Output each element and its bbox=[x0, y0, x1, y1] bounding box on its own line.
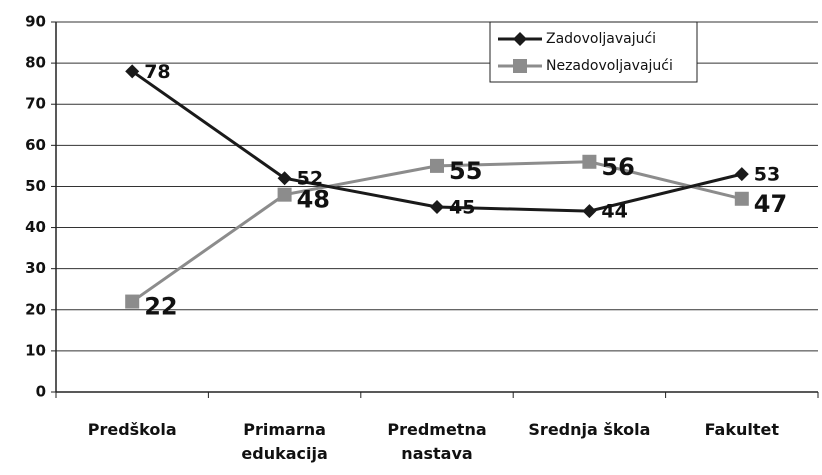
marker bbox=[734, 167, 749, 182]
data-label: 44 bbox=[601, 201, 627, 223]
data-label: 55 bbox=[449, 157, 482, 185]
marker bbox=[125, 64, 140, 79]
y-tick-label: 70 bbox=[25, 95, 46, 113]
series-line bbox=[131, 160, 743, 303]
x-tick-label: Fakultet bbox=[704, 420, 780, 439]
y-tick-label: 90 bbox=[25, 13, 46, 31]
marker bbox=[430, 158, 444, 173]
y-tick-label: 80 bbox=[25, 54, 46, 72]
data-label: 52 bbox=[297, 168, 323, 190]
data-label: 78 bbox=[144, 61, 170, 83]
marker bbox=[125, 294, 140, 309]
y-tick-label: 50 bbox=[25, 177, 46, 195]
x-tick-label: Srednja škola bbox=[528, 420, 651, 439]
data-label: 53 bbox=[754, 164, 780, 186]
data-label: 48 bbox=[297, 186, 330, 214]
marker bbox=[734, 191, 749, 206]
y-tick-label: 20 bbox=[25, 300, 46, 318]
marker bbox=[277, 187, 292, 202]
marker bbox=[513, 32, 527, 46]
y-tick-label: 10 bbox=[25, 341, 46, 359]
marker bbox=[582, 204, 597, 219]
data-label: 47 bbox=[754, 190, 787, 218]
legend-label: Zadovoljavajući bbox=[546, 31, 656, 47]
legend-label: Nezadovoljavajući bbox=[546, 58, 673, 74]
data-label: 22 bbox=[144, 293, 177, 321]
marker bbox=[513, 59, 527, 73]
y-tick-label: 40 bbox=[25, 218, 46, 236]
x-tick-label: Primarna edukacija bbox=[241, 420, 328, 463]
y-tick-label: 60 bbox=[25, 136, 46, 154]
series-line bbox=[131, 70, 743, 213]
marker bbox=[582, 154, 597, 169]
x-tick-label: Predmetna nastava bbox=[387, 420, 487, 463]
data-label: 56 bbox=[601, 153, 634, 181]
x-tick-label: Predškola bbox=[87, 420, 177, 439]
data-label: 45 bbox=[449, 197, 475, 219]
y-tick-label: 30 bbox=[25, 259, 46, 277]
y-tick-label: 0 bbox=[36, 383, 46, 401]
marker bbox=[277, 171, 292, 186]
marker bbox=[430, 200, 444, 214]
